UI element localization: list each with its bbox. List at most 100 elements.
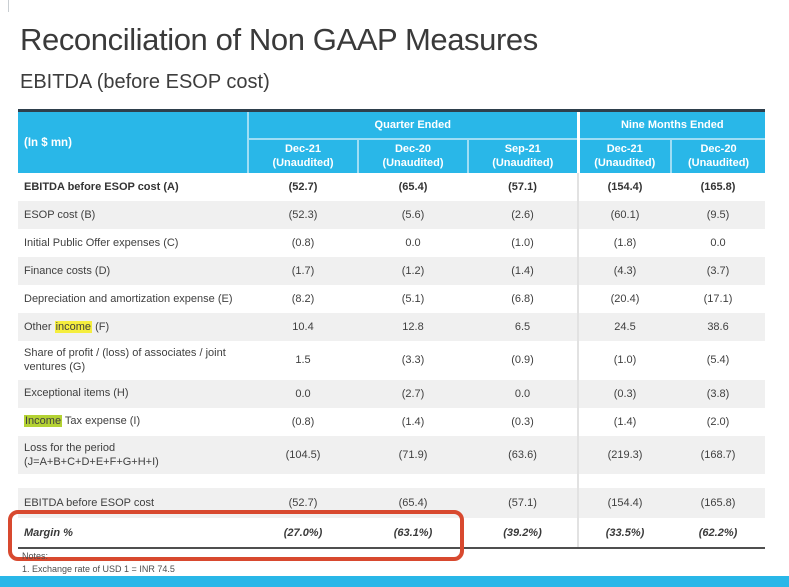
value-cell xyxy=(468,474,579,489)
value-cell: (1.8) xyxy=(577,229,672,257)
header-group-row: (In $ mn) Quarter Ended Nine Months Ende… xyxy=(18,112,766,173)
row-other-income: Other income (F) 10.4 12.8 6.5 24.5 38.6 xyxy=(18,313,766,341)
value-cell: (27.0%) xyxy=(248,518,358,550)
value-cell: (154.4) xyxy=(577,488,672,519)
value-cell: (65.4) xyxy=(358,488,468,519)
value-cell: (5.6) xyxy=(358,201,468,229)
value-cell: (0.8) xyxy=(248,229,358,257)
value-cell: (1.4) xyxy=(358,407,468,436)
column-header: Dec-21 (Unaudited) xyxy=(576,138,672,173)
value-cell: (165.8) xyxy=(671,488,766,519)
value-cell: (71.9) xyxy=(358,435,468,475)
value-cell: 38.6 xyxy=(671,313,766,341)
notes-block: Notes: 1. Exchange rate of USD 1 = INR 7… xyxy=(22,550,175,575)
value-cell: (104.5) xyxy=(248,435,358,475)
row-label: ESOP cost (B) xyxy=(18,201,248,229)
label-text: Finance costs (D) xyxy=(24,264,111,277)
row-label: Depreciation and amortization expense (E… xyxy=(18,285,248,313)
unit-label: (In $ mn) xyxy=(18,112,248,173)
row-label: Other income (F) xyxy=(18,313,248,341)
highlighted-word: Income xyxy=(24,415,63,428)
value-cell: (65.4) xyxy=(358,173,468,201)
value-cell: (9.5) xyxy=(671,201,766,229)
value-cell: (57.1) xyxy=(468,173,579,201)
value-cell: (8.2) xyxy=(248,285,358,313)
row-label: EBITDA before ESOP cost (A) xyxy=(18,173,248,201)
value-cell: (4.3) xyxy=(577,257,672,285)
row-exceptional-items: Exceptional items (H) 0.0 (2.7) 0.0 (0.3) (3.… xyxy=(18,379,766,408)
edge-artifact xyxy=(8,0,9,12)
value-cell: 10.4 xyxy=(248,313,358,341)
row-label: Initial Public Offer expenses (C) xyxy=(18,229,248,257)
row-ebitda-before-esop-a: EBITDA before ESOP cost (A) (52.7) (65.4)(… xyxy=(18,173,766,201)
value-cell: (62.2%) xyxy=(671,518,766,550)
value-cell: (33.5%) xyxy=(577,518,672,550)
value-cell: (219.3) xyxy=(577,435,672,475)
row-label: Loss for the period (J=A+B+C+D+E+F+G+H+I) xyxy=(18,435,248,475)
value-cell: (1.4) xyxy=(468,257,579,285)
label-text: Initial Public Offer expenses (C) xyxy=(24,236,179,249)
value-cell: (154.4) xyxy=(577,173,672,201)
row-label: Exceptional items (H) xyxy=(18,379,248,408)
footer-accent-bar xyxy=(0,576,789,587)
value-cell xyxy=(358,474,468,489)
value-cell: (39.2%) xyxy=(468,518,579,550)
value-cell: (0.3) xyxy=(577,379,672,408)
page-title: Reconciliation of Non GAAP Measures xyxy=(20,22,538,57)
label-text: (F) xyxy=(92,320,110,333)
label-text: Margin % xyxy=(24,526,73,539)
value-cell xyxy=(248,474,358,489)
column-header: Dec-20 (Unaudited) xyxy=(357,138,468,173)
value-cell: 0.0 xyxy=(468,379,579,408)
row-ebitda-before-esop: EBITDA before ESOP cost (52.7) (65.4) (57.1… xyxy=(18,488,766,519)
value-cell: (165.8) xyxy=(671,173,766,201)
column-header: Dec-21 (Unaudited) xyxy=(247,138,358,173)
value-cell: (2.0) xyxy=(671,407,766,436)
value-cell: (52.7) xyxy=(248,173,358,201)
page-subtitle: EBITDA (before ESOP cost) xyxy=(20,71,270,93)
label-text: EBITDA before ESOP cost xyxy=(24,497,155,510)
reconciliation-table: (In $ mn) Quarter Ended Nine Months Ende… xyxy=(18,112,766,550)
value-cell: (5.1) xyxy=(358,285,468,313)
reconciliation-table-container: (In $ mn) Quarter Ended Nine Months Ende… xyxy=(18,109,766,550)
row-label: Income Tax expense (I) xyxy=(18,407,248,436)
row-label: Share of profit / (loss) of associates /… xyxy=(18,341,248,380)
value-cell: 0.0 xyxy=(671,229,766,257)
value-cell: (1.0) xyxy=(577,341,672,380)
value-cell: (5.4) xyxy=(671,341,766,380)
value-cell: 12.8 xyxy=(358,313,468,341)
value-cell: (57.1) xyxy=(468,488,579,519)
column-header: Sep-21 (Unaudited) xyxy=(466,138,579,173)
row-income-tax-expense: Income Tax expense (I) (0.8) (1.4) (0.3) (1.… xyxy=(18,407,766,436)
row-finance-costs: Finance costs (D) (1.7) (1.2) (1.4) (4.3) (3.… xyxy=(18,257,766,285)
value-cell xyxy=(577,474,672,489)
value-cell: (3.8) xyxy=(671,379,766,408)
value-cell: 1.5 xyxy=(248,341,358,380)
value-cell: (52.3) xyxy=(248,201,358,229)
label-text: Other xyxy=(24,320,55,333)
value-cell: (0.8) xyxy=(248,407,358,436)
value-cell: 6.5 xyxy=(468,313,579,341)
value-cell: (1.4) xyxy=(577,407,672,436)
value-cell: 0.0 xyxy=(358,229,468,257)
value-cell: (2.7) xyxy=(358,379,468,408)
col-group-nine-months-ended: Nine Months Ended xyxy=(576,112,766,139)
row-ipo-expenses: Initial Public Offer expenses (C) (0.8) 0.… xyxy=(18,229,766,257)
label-text: (J=A+B+C+D+E+F+G+H+I) xyxy=(24,455,159,468)
value-cell: (3.3) xyxy=(358,341,468,380)
value-cell: (6.8) xyxy=(468,285,579,313)
value-cell: (63.6) xyxy=(468,435,579,475)
label-text: Loss for the period xyxy=(24,441,116,454)
value-cell xyxy=(671,474,766,489)
value-cell: (17.1) xyxy=(671,285,766,313)
value-cell: (0.3) xyxy=(468,407,579,436)
value-cell: 24.5 xyxy=(577,313,672,341)
label-text: Tax expense (I) xyxy=(62,415,141,428)
row-loss-for-period: Loss for the period (J=A+B+C+D+E+F+G+H+I)… xyxy=(18,435,766,475)
table-body: EBITDA before ESOP cost (A) (52.7) (65.4)(… xyxy=(18,173,766,550)
value-cell: (63.1%) xyxy=(358,518,468,550)
value-cell: (1.7) xyxy=(248,257,358,285)
row-depreciation-amortization: Depreciation and amortization expense (E… xyxy=(18,285,766,313)
row-margin-pct: Margin % (27.0%) (63.1%) (39.2%) (33.5%) (62.… xyxy=(18,518,766,550)
notes-label: Notes: xyxy=(22,551,49,561)
